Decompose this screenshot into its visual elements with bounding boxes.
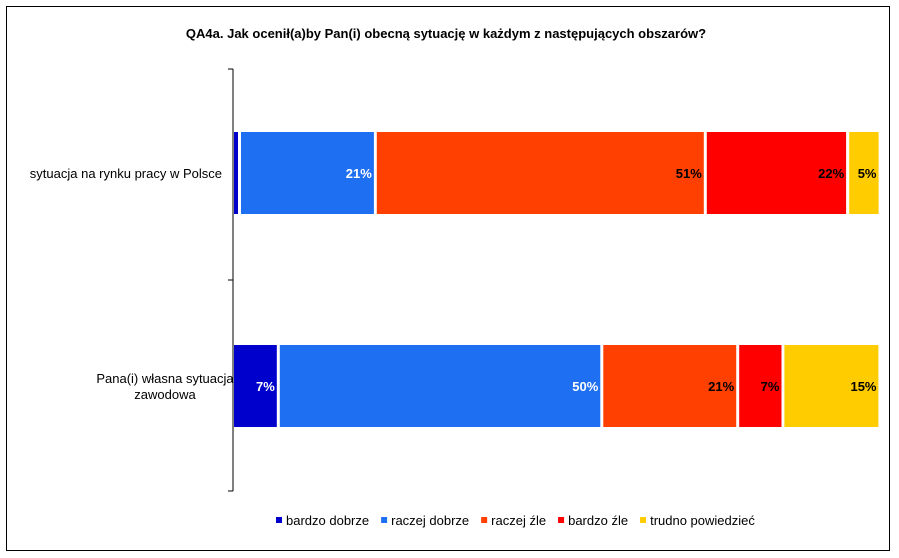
data-label: 51% xyxy=(676,166,702,181)
chart-frame xyxy=(6,6,890,551)
data-label: 50% xyxy=(572,379,598,394)
bar-segment xyxy=(603,345,737,427)
bar-segment xyxy=(234,132,238,214)
legend-swatch xyxy=(558,517,565,523)
legend-swatch xyxy=(276,517,282,523)
legend-item: bardzo źle xyxy=(558,513,628,528)
data-label: 22% xyxy=(818,166,844,181)
bar-segment xyxy=(739,345,782,427)
legend-item: raczej źle xyxy=(481,513,546,528)
bar-segment xyxy=(706,132,847,214)
bar-segment xyxy=(279,345,601,427)
legend-label: bardzo dobrze xyxy=(286,513,369,528)
legend-label: raczej źle xyxy=(491,513,546,528)
legend-label: trudno powiedzieć xyxy=(650,513,755,528)
bar-segment xyxy=(784,345,879,427)
bar-segment xyxy=(376,132,704,214)
legend-swatch xyxy=(481,517,488,523)
bar-segment xyxy=(234,345,277,427)
category-labels: sytuacja na rynku pracy w Polsce Pana(i) … xyxy=(30,166,235,402)
legend-item: raczej dobrze xyxy=(381,513,469,528)
legend-label: raczej dobrze xyxy=(391,513,469,528)
data-label: 7% xyxy=(256,379,275,394)
data-label: 21% xyxy=(346,166,372,181)
legend: bardzo dobrze raczej dobrze raczej źle bard… xyxy=(276,513,755,528)
data-label: 7% xyxy=(761,379,780,394)
category-label: sytuacja na rynku pracy w Polsce xyxy=(30,166,222,181)
chart-title: QA4a. Jak ocenił(a)by Pan(i) obecną sytu… xyxy=(186,26,706,41)
data-label: 5% xyxy=(858,166,877,181)
data-label: 15% xyxy=(850,379,876,394)
data-label: 21% xyxy=(708,379,734,394)
legend-item: trudno powiedzieć xyxy=(640,513,755,528)
category-label: zawodowa xyxy=(134,387,196,402)
bars: 1%21%51%22%5%7%50%21%7%15% xyxy=(234,132,879,427)
legend-label: bardzo źle xyxy=(568,513,628,528)
legend-swatch xyxy=(381,517,388,523)
category-axis xyxy=(228,68,234,492)
legend-swatch xyxy=(640,517,647,523)
category-label: Pana(i) własna sytuacja xyxy=(96,371,234,386)
bar-segment xyxy=(241,132,374,214)
legend-item: bardzo dobrze xyxy=(276,513,369,528)
bar-segment xyxy=(849,132,879,214)
